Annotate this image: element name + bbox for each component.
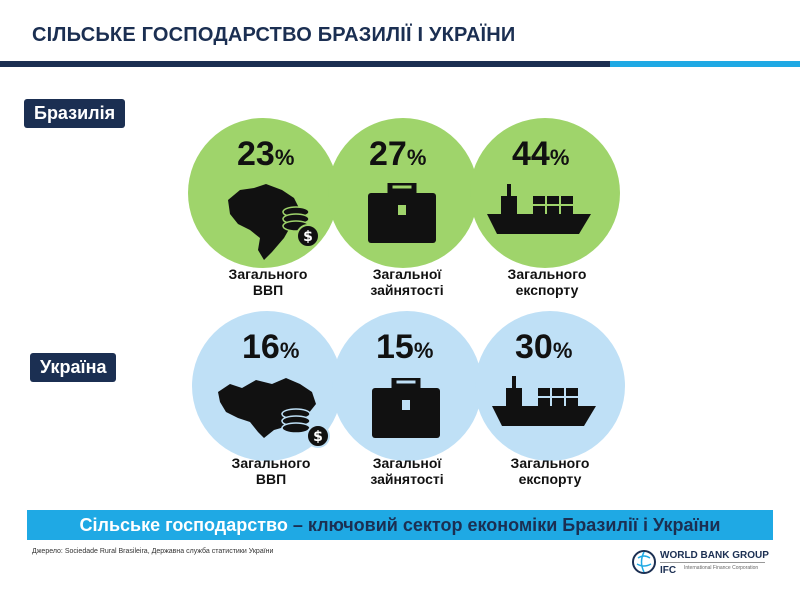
title-underline-dark xyxy=(0,61,610,67)
summary-banner: Сільське господарство – ключовий сектор … xyxy=(27,510,773,540)
source-note: Джерело: Sociedade Rural Brasileira, Дер… xyxy=(32,548,274,555)
cargo-ship-icon xyxy=(487,184,591,234)
briefcase-icon xyxy=(372,378,440,438)
banner-rest: – ключовий сектор економіки Бразилії і У… xyxy=(287,515,721,535)
page-title: СІЛЬСЬКЕ ГОСПОДАРСТВО БРАЗИЛІЇ І УКРАЇНИ xyxy=(32,24,516,46)
world-bank-globe-icon xyxy=(632,550,656,574)
brazil-export-caption: Загального експорту xyxy=(507,266,587,298)
svg-text:$: $ xyxy=(313,429,323,445)
ukraine-employment-caption: Загальної зайнятості xyxy=(370,455,444,487)
ukraine-gdp-caption: Загального ВВП xyxy=(231,455,311,487)
ukraine-export-caption: Загального експорту xyxy=(510,455,590,487)
ifc-logo-text: IFC xyxy=(660,565,677,576)
ukraine-export-value: 30% xyxy=(515,328,573,366)
brazil-employment-caption: Загальної зайнятості xyxy=(370,266,444,298)
brazil-label: Бразилія xyxy=(24,99,126,128)
cargo-ship-icon xyxy=(492,376,596,426)
ukraine-export-circle xyxy=(475,311,625,461)
ukraine-employment-value: 15% xyxy=(376,328,434,366)
brazil-employment-value: 27% xyxy=(369,135,427,173)
ifc-subtitle: International Finance Corporation xyxy=(684,565,759,571)
svg-text:$: $ xyxy=(303,229,313,245)
ukraine-label: Україна xyxy=(30,353,117,382)
title-underline-light xyxy=(610,61,800,67)
banner-highlight: Сільське господарство xyxy=(79,515,288,535)
logo-divider xyxy=(660,562,765,563)
brazil-gdp-caption: Загального ВВП xyxy=(228,266,308,298)
brazil-export-value: 44% xyxy=(512,135,570,173)
brazil-map-money-icon: $ xyxy=(228,184,320,260)
ukraine-map-money-icon: $ xyxy=(218,378,330,448)
briefcase-icon xyxy=(368,183,436,243)
brazil-gdp-value: 23% xyxy=(237,135,295,173)
world-bank-group-logo-text: WORLD BANK GROUP xyxy=(660,550,769,561)
ukraine-gdp-value: 16% xyxy=(242,328,300,366)
brazil-export-circle xyxy=(470,118,620,268)
